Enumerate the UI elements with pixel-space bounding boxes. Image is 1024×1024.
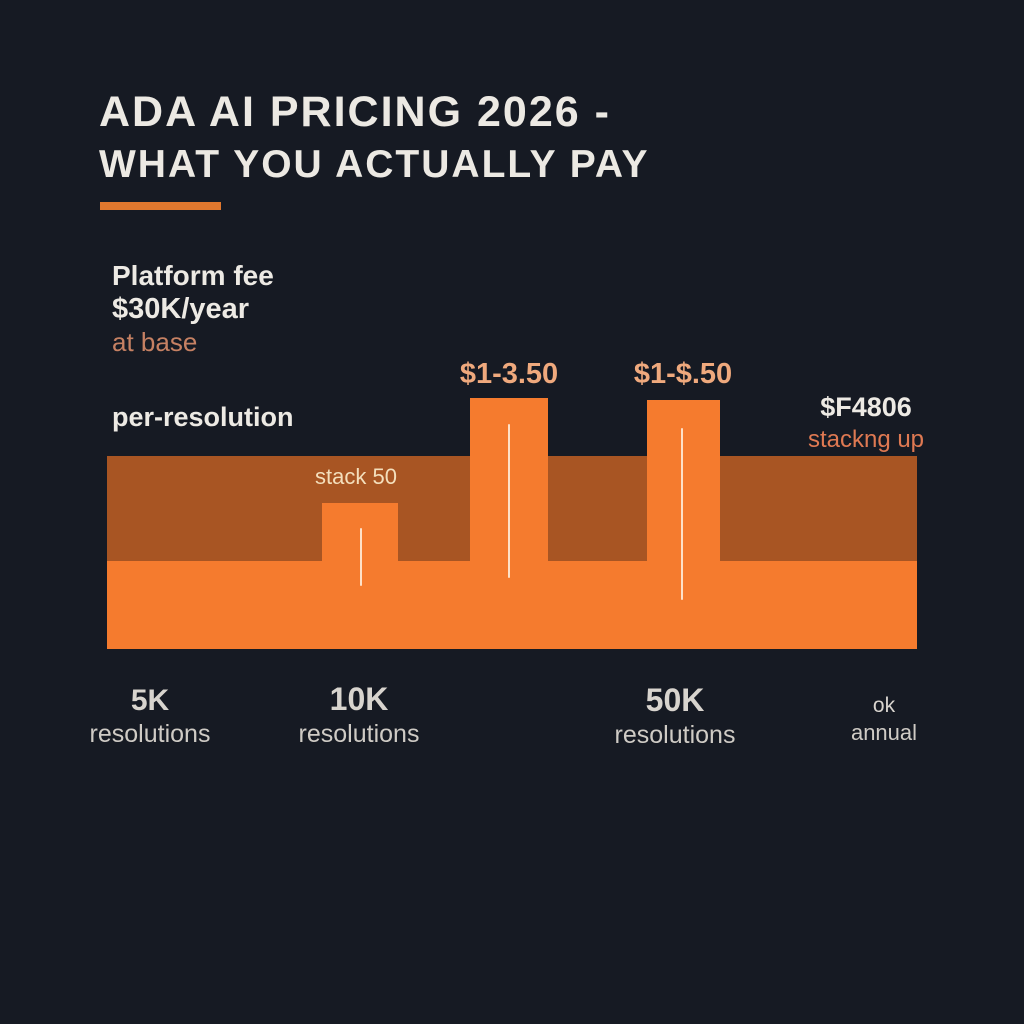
bar-label-1-50: $1-$.50 [633,358,733,390]
bar-label-stack50: stack 50 [315,464,397,489]
x-label-5k: 5K resolutions [40,684,260,749]
x-label-ok-annual: ok annual [774,694,994,746]
x-label-5k-caption: resolutions [89,720,211,748]
page-title-line2: WHAT YOU ACTUALLY PAY [99,143,650,186]
title-underline-accent [100,202,221,210]
x-label-50k-value: 50K [645,682,705,718]
x-label-50k: 50K resolutions [565,682,785,750]
bar-50k-1-50 [647,400,720,649]
bar-highlight-line-right [681,428,683,600]
stacking-up-annotation: $F4806 stackng up [766,392,966,454]
x-label-50k-caption: resolutions [614,721,736,749]
platform-fee-note: at base [112,327,198,357]
x-label-ok-caption: annual [850,720,918,745]
x-label-10k-value: 10K [329,681,389,717]
per-resolution-label: per-resolution [112,402,294,432]
platform-fee-label: Platform fee [112,260,274,291]
x-label-ok-value: ok [872,694,896,717]
x-label-10k: 10K resolutions [249,681,469,749]
stacking-up-value: $F4806 [820,392,912,422]
bar-highlight-line-small [360,528,362,586]
bar-label-1-350: $1-3.50 [459,358,559,390]
x-label-10k-caption: resolutions [298,720,420,748]
stacking-up-caption: stackng up [807,426,925,453]
page-title-line1: ADA AI PRICING 2026 - [99,88,611,136]
bar-highlight-line-mid [508,424,510,578]
platform-fee-amount: $30K/year [112,293,250,325]
x-label-5k-value: 5K [130,684,170,717]
